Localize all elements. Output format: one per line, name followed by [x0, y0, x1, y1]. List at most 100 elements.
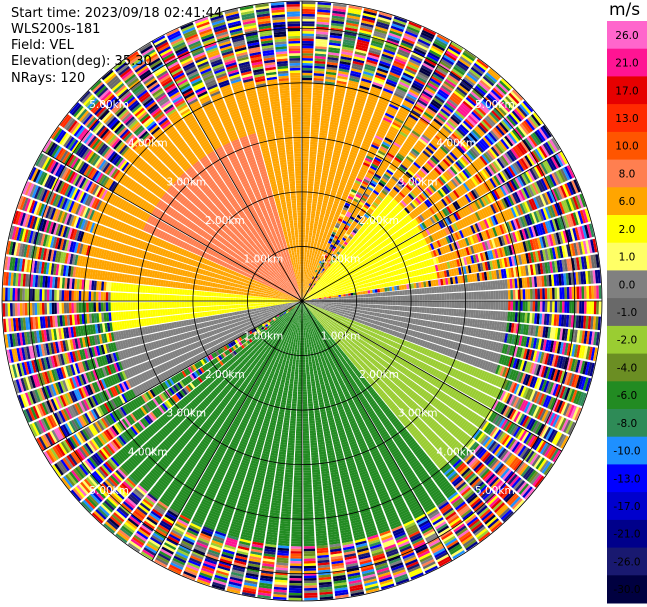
velocity-gate	[398, 81, 410, 89]
velocity-gate	[317, 11, 331, 16]
velocity-gate	[304, 259, 307, 262]
velocity-gate	[409, 88, 420, 97]
velocity-gate	[312, 92, 323, 96]
velocity-gate	[336, 220, 342, 225]
velocity-gate	[339, 224, 345, 229]
velocity-gate	[308, 166, 316, 170]
velocity-gate	[532, 288, 536, 300]
velocity-gate	[334, 94, 344, 99]
velocity-gate	[444, 301, 447, 308]
velocity-gate	[322, 259, 325, 263]
velocity-gate	[302, 296, 303, 299]
velocity-gate	[349, 191, 356, 196]
velocity-gate	[314, 176, 321, 180]
velocity-gate	[350, 290, 353, 293]
velocity-gate	[335, 291, 338, 294]
velocity-gate	[327, 219, 333, 223]
velocity-gate	[307, 200, 312, 204]
velocity-gate	[332, 156, 340, 161]
velocity-gate	[584, 301, 587, 314]
velocity-gate	[302, 35, 314, 39]
velocity-gate	[314, 183, 320, 187]
velocity-gate	[305, 289, 307, 292]
velocity-gate	[363, 304, 366, 308]
velocity-gate	[387, 105, 398, 113]
velocity-gate	[362, 15, 376, 21]
velocity-gate	[308, 237, 312, 241]
velocity-gate	[332, 239, 336, 244]
velocity-gate	[325, 226, 330, 230]
velocity-gate	[576, 286, 580, 299]
velocity-gate	[335, 247, 340, 252]
velocity-gate	[357, 36, 370, 43]
velocity-gate	[317, 259, 320, 263]
velocity-gate	[350, 72, 361, 78]
velocity-gate	[382, 117, 393, 124]
velocity-gate	[417, 71, 430, 79]
velocity-gate	[333, 237, 338, 242]
velocity-gate	[330, 212, 335, 216]
velocity-gate	[396, 53, 408, 61]
velocity-gate	[312, 235, 316, 239]
velocity-gate	[369, 47, 382, 53]
velocity-gate	[520, 301, 523, 311]
velocity-gate	[341, 222, 346, 227]
velocity-gate	[345, 137, 354, 142]
velocity-gate	[427, 82, 439, 90]
velocity-gate	[372, 161, 380, 167]
velocity-gate	[316, 206, 322, 210]
velocity-gate	[431, 287, 435, 294]
velocity-gate	[390, 296, 393, 301]
velocity-gate	[312, 248, 316, 252]
velocity-gate	[355, 48, 367, 54]
velocity-gate	[302, 21, 315, 24]
velocity-gate	[303, 274, 305, 277]
velocity-gate	[350, 306, 354, 309]
velocity-gate	[368, 301, 371, 305]
velocity-gate	[360, 166, 368, 172]
velocity-gate	[333, 297, 337, 300]
velocity-gate	[358, 87, 369, 93]
velocity-gate	[438, 62, 450, 72]
velocity-gate	[384, 156, 392, 163]
velocity-gate	[324, 241, 328, 245]
velocity-gate	[340, 179, 347, 184]
velocity-gate	[332, 8, 346, 13]
velocity-gate	[316, 229, 321, 233]
velocity-gate	[337, 288, 340, 292]
velocity-gate	[308, 176, 315, 179]
velocity-gate	[323, 233, 327, 237]
velocity-gate	[380, 58, 392, 65]
velocity-gate	[466, 301, 469, 309]
velocity-gate	[407, 61, 420, 69]
velocity-gate	[373, 113, 383, 119]
velocity-gate	[564, 287, 568, 300]
velocity-gate	[312, 258, 316, 262]
velocity-gate	[397, 110, 408, 118]
velocity-gate	[353, 106, 363, 112]
velocity-gate	[306, 257, 309, 260]
velocity-gate	[302, 50, 314, 54]
velocity-gate	[357, 203, 363, 208]
velocity-gate	[343, 144, 351, 149]
velocity-gate	[319, 252, 323, 256]
velocity-gate	[422, 294, 425, 301]
velocity-gate	[385, 110, 396, 117]
velocity-gate	[307, 279, 309, 283]
velocity-gate	[322, 202, 328, 206]
velocity-gate	[353, 295, 356, 298]
velocity-gate	[310, 280, 312, 284]
velocity-gate	[333, 299, 337, 301]
velocity-gate	[309, 262, 312, 266]
velocity-gate	[329, 227, 334, 232]
velocity-gate	[336, 168, 344, 173]
velocity-gate	[368, 49, 381, 56]
velocity-gate	[422, 62, 435, 71]
velocity-gate	[302, 195, 307, 198]
velocity-gate	[314, 261, 317, 265]
velocity-gate	[314, 251, 318, 255]
velocity-gate	[305, 279, 307, 282]
velocity-gate	[347, 310, 350, 314]
velocity-gate	[343, 191, 350, 196]
velocity-gate	[325, 150, 333, 155]
